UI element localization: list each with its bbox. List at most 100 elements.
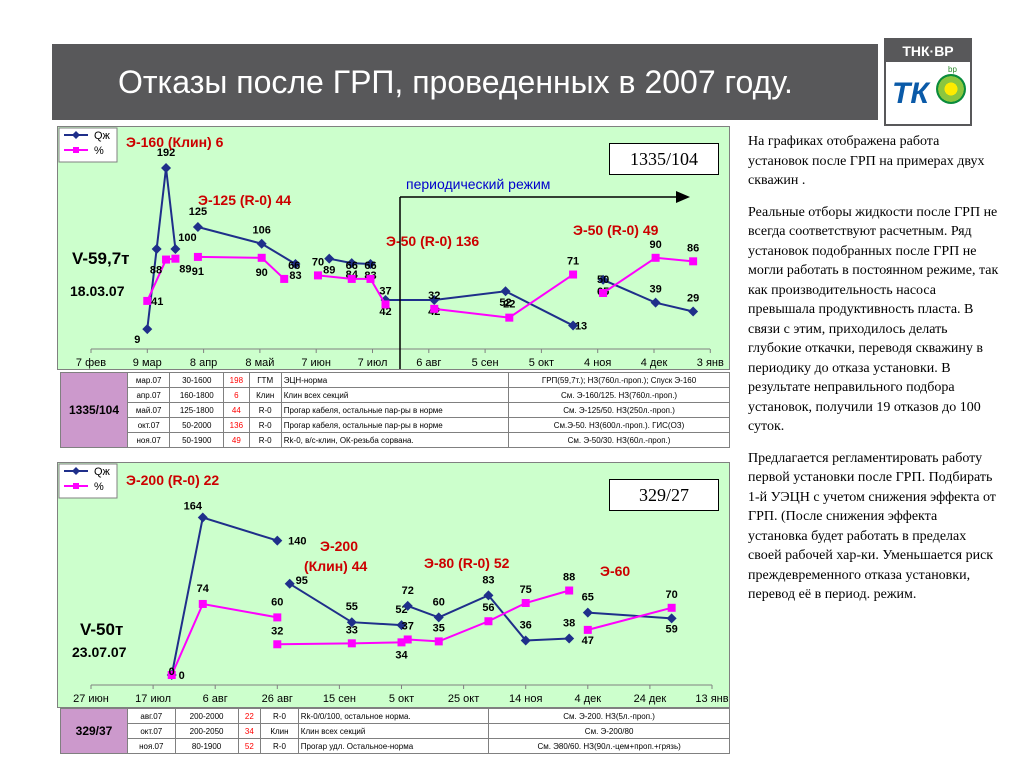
data-label: 33	[346, 624, 358, 636]
table-cell: 125-1800	[169, 402, 225, 418]
data-label: 56	[482, 602, 494, 614]
well-id-box-2: 329/27	[609, 479, 719, 511]
data-label: 59	[666, 623, 678, 635]
table-cell: 200-2000	[174, 708, 239, 724]
data-label: 52	[499, 297, 511, 309]
table-cell: 160-1800	[169, 387, 225, 403]
table-cell: См. Э-160/125. НЗ(760л.-проп.)	[508, 387, 730, 403]
data-point-pct	[366, 274, 375, 283]
data-label: 75	[520, 584, 532, 596]
x-tick-label: 9 мар	[133, 357, 162, 369]
data-label: 100	[178, 232, 196, 244]
data-label: 88	[563, 572, 575, 584]
table-cell: Клин всех секций	[280, 387, 510, 403]
data-point-qzh	[582, 607, 593, 618]
data-label: 95	[296, 575, 308, 587]
data-point-pct	[403, 635, 412, 644]
periodic-mode-label: периодический режим	[406, 176, 550, 192]
data-point-pct	[434, 637, 443, 646]
pump-annotation: Э-200	[320, 538, 358, 554]
data-point-pct	[521, 599, 530, 607]
x-tick-label: 5 окт	[529, 357, 554, 369]
data-label: 66	[364, 260, 376, 272]
data-label: 34	[395, 649, 408, 661]
data-label: 38	[563, 618, 575, 630]
table-row: ноя.07 50-1900 49 R-0 Rk-0, в/с-клин, ОК-рез…	[61, 432, 730, 448]
data-label: 70	[666, 589, 678, 601]
x-tick-label: 26 авг	[262, 693, 293, 705]
series-line-pct	[277, 641, 402, 646]
data-point-qzh	[666, 613, 677, 624]
date-label: 18.03.07	[70, 283, 125, 299]
table-cell: См.Э-50. НЗ(600л.-проп.). ГИС(ОЗ)	[508, 417, 730, 433]
x-tick-label: 3 янв	[697, 357, 724, 369]
x-tick-label: 13 янв	[695, 693, 728, 705]
data-label: 0	[179, 670, 185, 682]
data-label: 37	[379, 285, 391, 297]
table-cell: апр.07	[126, 387, 171, 403]
data-point-pct	[171, 254, 180, 263]
data-point-pct	[484, 617, 493, 626]
x-tick-label: 8 май	[245, 357, 274, 369]
data-point-qzh	[688, 306, 699, 317]
table-cell: авг.07	[127, 708, 176, 724]
legend-marker-square	[73, 483, 79, 489]
data-point-qzh	[520, 635, 531, 646]
table-cell: См. Э-200/80	[488, 723, 730, 739]
data-label: 90	[256, 267, 268, 279]
legend-entry: Qж	[94, 466, 111, 478]
x-tick-label: 7 июн	[301, 357, 331, 369]
data-table-1: 1335/104 мар.07 30-1600 198 ГТМ ЭЦН-норма ГРП(…	[60, 372, 730, 448]
data-label: 0	[169, 666, 175, 678]
table-cell: мар.07	[126, 372, 171, 388]
data-label: 41	[151, 296, 163, 308]
legend-entry: %	[94, 145, 104, 157]
data-label: 74	[197, 583, 210, 595]
legend-entry: Qж	[94, 130, 111, 142]
table-cell: Клин всех секций	[297, 723, 490, 739]
data-point-qzh	[483, 590, 494, 601]
table-cell: См. Э80/60. НЗ(90л.-цем+проп.+грязь)	[488, 738, 730, 754]
data-point-pct	[689, 257, 698, 266]
data-label: 55	[346, 601, 358, 613]
table-cell: ГТМ	[248, 372, 282, 388]
periodic-arrow-head	[676, 191, 690, 203]
title-bar: Отказы после ГРП, проведенных в 2007 год…	[52, 44, 878, 120]
data-label: 36	[520, 619, 532, 631]
data-point-pct	[162, 255, 171, 264]
table-cell: 49	[223, 432, 250, 448]
table-cell: окт.07	[127, 723, 176, 739]
data-point-qzh	[192, 222, 203, 232]
data-label: 60	[271, 596, 283, 608]
data-label: 66	[346, 260, 358, 272]
data-label: 88	[150, 265, 162, 277]
table-row: ноя.07 80-1900 52 R-0 Прогар удл. Остальное-…	[61, 738, 730, 754]
legend: Qж%	[58, 463, 118, 499]
chart-1: 7 фев 9 мар 8 апр 8 май 7 июн 7 июл 6 авг 5 сен…	[58, 127, 724, 369]
table-cell: Rk-0/0/100, остальное норма.	[297, 708, 490, 724]
data-point-qzh	[151, 244, 162, 254]
table-cell: R-0	[260, 738, 299, 754]
well-id-cell: 1335/104	[60, 372, 128, 448]
table-cell: 34	[237, 723, 262, 739]
table-cell: 50-1900	[169, 432, 225, 448]
bp-helios-icon	[936, 74, 966, 104]
data-point-pct	[667, 603, 676, 612]
data-point-pct	[193, 252, 202, 261]
data-point-pct	[280, 274, 289, 283]
x-tick-label: 27 июн	[73, 693, 109, 705]
legend-marker-diamond	[72, 467, 80, 475]
legend-box	[58, 463, 118, 499]
data-label: 65	[582, 592, 594, 604]
logo-bp-label: bp	[948, 65, 957, 74]
data-label: 140	[288, 536, 306, 548]
well-id-box-1: 1335/104	[609, 143, 719, 175]
data-point-pct	[273, 640, 282, 649]
table-cell: 198	[223, 372, 250, 388]
data-point-pct	[430, 304, 439, 313]
data-label: 22	[503, 299, 515, 311]
data-table-2: 329/37 авг.07 200-2000 22 R-0 Rk-0/0/100, ост…	[60, 708, 730, 754]
volume-label: V-59,7т	[72, 249, 129, 268]
table-cell: R-0	[248, 402, 282, 418]
data-label: 89	[179, 264, 191, 276]
